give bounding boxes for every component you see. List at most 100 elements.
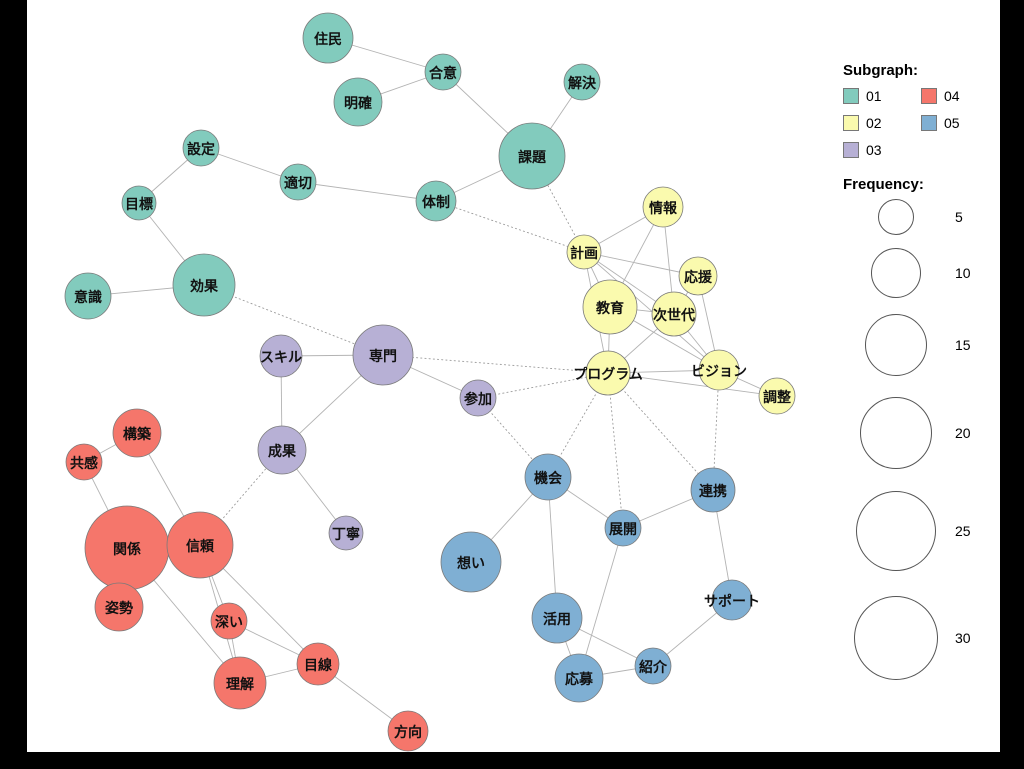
graph-node <box>563 63 601 101</box>
graph-node-label: 想い <box>456 555 485 571</box>
graph-edge-dotted <box>435 200 585 253</box>
graph-node <box>566 234 602 270</box>
legend-subgraph: Subgraph: 01 04 02 05 03 <box>843 62 1019 159</box>
graph-node <box>213 656 267 710</box>
graph-node <box>678 256 718 296</box>
legend-item-03: 03 <box>843 141 921 159</box>
graph-node-label: 方向 <box>394 724 422 740</box>
graph-node <box>415 180 457 222</box>
graph-node <box>711 579 753 621</box>
graph-node <box>182 129 220 167</box>
graph-edge-dotted <box>607 372 624 529</box>
frequency-value: 25 <box>955 523 971 539</box>
graph-node <box>172 253 236 317</box>
graph-node-label: 体制 <box>422 194 450 210</box>
frequency-value: 15 <box>955 337 971 353</box>
graph-node <box>582 279 638 335</box>
graph-node <box>642 186 684 228</box>
graph-node-label: サポート <box>704 593 760 609</box>
frequency-circle <box>856 491 936 571</box>
graph-edge-dotted <box>382 354 609 374</box>
graph-node <box>352 324 414 386</box>
graph-node <box>333 77 383 127</box>
graph-node <box>328 515 364 551</box>
graph-node-label: 設定 <box>187 141 215 157</box>
graph-node <box>302 12 354 64</box>
graph-edge <box>583 251 699 277</box>
frequency-value: 20 <box>955 425 971 441</box>
frequency-circle <box>865 314 927 376</box>
graph-node-label: 意識 <box>74 289 102 305</box>
legend-label-04: 04 <box>944 88 960 104</box>
graph-node-label: 共感 <box>70 455 98 471</box>
graph-node-label: 解決 <box>568 75 597 91</box>
graph-node-label: 姿勢 <box>105 600 133 616</box>
legend-frequency-title: Frequency: <box>843 176 924 193</box>
frequency-value: 10 <box>955 265 971 281</box>
graph-node-label: 丁寧 <box>332 526 360 542</box>
graph-node-label: 専門 <box>369 348 397 364</box>
graph-node-label: 計画 <box>570 245 598 261</box>
graph-node-label: 明確 <box>344 95 372 111</box>
graph-node-label: 課題 <box>518 149 547 165</box>
graph-node-label: 応援 <box>684 269 713 285</box>
graph-node-label: 理解 <box>226 676 254 692</box>
graph-edge <box>297 181 437 202</box>
legend-subgraph-grid: 01 04 02 05 03 <box>843 87 1019 159</box>
graph-node-label: 関係 <box>113 541 141 557</box>
graph-node <box>296 642 340 686</box>
graph-node-label: 次世代 <box>653 307 695 323</box>
legend-swatch-03 <box>843 142 859 158</box>
graph-node-label: スキル <box>260 349 302 365</box>
frequency-circle <box>871 248 921 298</box>
frequency-circle <box>878 199 914 235</box>
legend-swatch-02 <box>843 115 859 131</box>
graph-node-label: 適切 <box>284 175 312 191</box>
graph-node-label: 参加 <box>464 391 492 407</box>
graph-node-label: 目線 <box>304 657 332 673</box>
graph-node <box>64 272 112 320</box>
graph-node <box>121 185 157 221</box>
graph-node <box>387 710 429 752</box>
graph-node <box>257 425 307 475</box>
graph-edge-dotted <box>547 372 609 478</box>
graph-node <box>524 453 572 501</box>
graph-node <box>690 467 736 513</box>
legend-item-01: 01 <box>843 87 921 105</box>
graph-node-label: プログラム <box>573 366 643 382</box>
graph-edge <box>583 251 720 371</box>
graph-node <box>651 291 697 337</box>
legend-item-02: 02 <box>843 114 921 132</box>
legend-swatch-05 <box>921 115 937 131</box>
graph-node <box>424 53 462 91</box>
graph-node <box>758 377 796 415</box>
graph-node <box>698 349 740 391</box>
graph-node-label: 効果 <box>190 278 219 294</box>
graph-node <box>604 509 642 547</box>
legend-item-04: 04 <box>921 87 999 105</box>
graph-node <box>166 511 234 579</box>
legend-label-05: 05 <box>944 115 960 131</box>
legend-label-01: 01 <box>866 88 882 104</box>
graph-edge-dotted <box>712 369 720 491</box>
graph-node <box>65 443 103 481</box>
frequency-circle <box>860 397 932 469</box>
graph-node-label: 連携 <box>699 483 727 499</box>
graph-node <box>259 334 303 378</box>
legend-swatch-04 <box>921 88 937 104</box>
graph-node-label: 情報 <box>649 200 678 216</box>
graph-node-label: 信頼 <box>186 538 215 554</box>
graph-node <box>498 122 566 190</box>
graph-node-label: 紹介 <box>639 659 668 675</box>
graph-node <box>440 531 502 593</box>
graph-node <box>94 582 144 632</box>
graph-node-label: 応募 <box>565 671 594 687</box>
legend-label-02: 02 <box>866 115 882 131</box>
graph-edge <box>578 527 624 679</box>
graph-node-label: 活用 <box>543 611 571 627</box>
graph-edge <box>607 372 778 397</box>
graph-node-label: ビジョン <box>691 363 747 379</box>
graph-node-label: 目標 <box>125 196 153 212</box>
